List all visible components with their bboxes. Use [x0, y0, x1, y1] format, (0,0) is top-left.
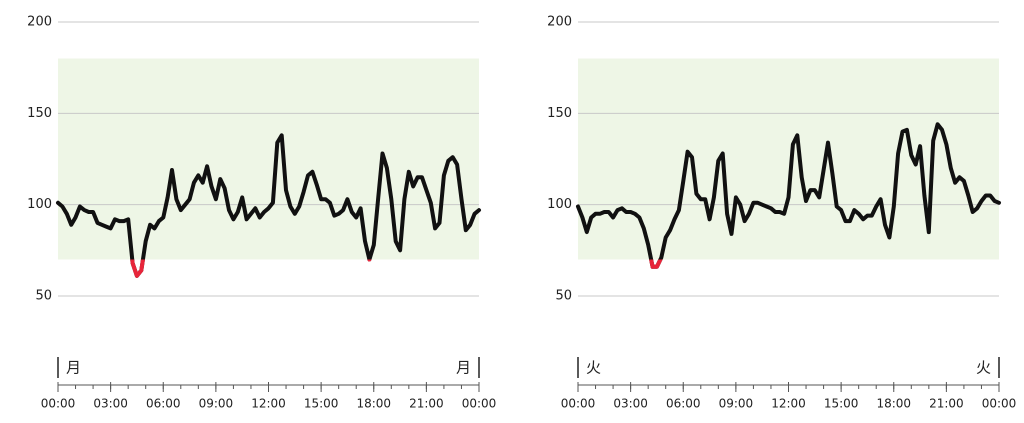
x-tick-label: 21:00 — [409, 397, 444, 411]
x-tick-label: 06:00 — [146, 397, 181, 411]
chart-panel: 50 100 150 200 00:00 03:00 06:00 09:00 12:00 15:0… — [547, 15, 1016, 411]
day-label: 火 — [586, 359, 601, 377]
glucose-line — [576, 122, 1001, 269]
target-range — [578, 58, 999, 260]
x-tick-label: 00:00 — [41, 397, 76, 411]
x-tick-label: 00:00 — [982, 397, 1017, 411]
day-label: 月 — [66, 359, 81, 377]
x-tick-label: 03:00 — [93, 397, 128, 411]
x-tick-label: 09:00 — [199, 397, 234, 411]
day-label: 月 — [456, 359, 471, 377]
glucose-line — [56, 133, 481, 278]
day-label: 火 — [976, 359, 991, 377]
x-tick-label: 12:00 — [771, 397, 806, 411]
y-tick-label: 200 — [27, 15, 52, 30]
x-tick-label: 09:00 — [719, 397, 754, 411]
y-tick-label: 50 — [555, 289, 572, 304]
x-tick-label: 00:00 — [462, 397, 497, 411]
x-tick-label: 15:00 — [304, 397, 339, 411]
x-tick-label: 03:00 — [613, 397, 648, 411]
y-tick-label: 150 — [27, 106, 52, 121]
x-tick-label: 21:00 — [929, 397, 964, 411]
target-range — [58, 58, 479, 260]
x-tick-label: 06:00 — [666, 397, 701, 411]
y-tick-label: 200 — [547, 15, 572, 30]
x-tick-label: 15:00 — [824, 397, 859, 411]
chart-panel: 50 100 150 200 00:00 03:00 06:00 09:00 12:00 15:0… — [27, 15, 496, 411]
x-tick-label: 18:00 — [876, 397, 911, 411]
x-tick-label: 00:00 — [561, 397, 596, 411]
x-tick-label: 18:00 — [356, 397, 391, 411]
x-tick-label: 12:00 — [251, 397, 286, 411]
y-tick-label: 100 — [27, 197, 52, 212]
y-tick-label: 50 — [35, 289, 52, 304]
y-tick-label: 150 — [547, 106, 572, 121]
y-tick-label: 100 — [547, 197, 572, 212]
